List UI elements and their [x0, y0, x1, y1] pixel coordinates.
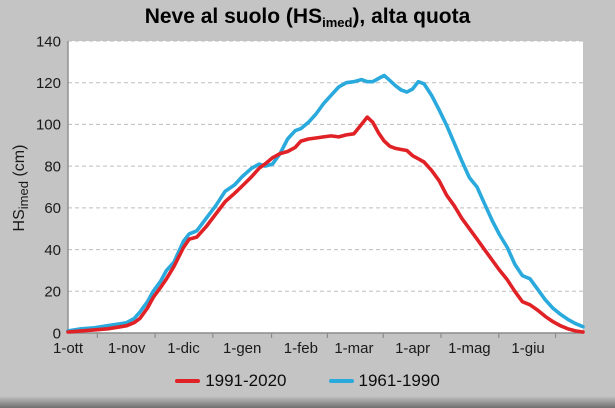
legend-swatch-red-line: [175, 379, 201, 383]
legend-item-1961-1990: 1961-1990: [328, 371, 440, 391]
y-axis-tick-label: 0: [53, 325, 61, 342]
x-axis-tick-label: 1-dic: [167, 340, 200, 357]
y-axis-tick-label: 60: [44, 200, 61, 217]
series-line-1961-1990: [66, 73, 585, 333]
x-axis-tick-label: 1-ott: [53, 340, 84, 357]
y-axis-tick-label: 80: [44, 158, 61, 175]
legend-label: 1991-2020: [205, 371, 287, 390]
x-axis-tick-label: 1-giu: [511, 340, 544, 357]
chart-title-subscript: imed: [322, 15, 353, 30]
x-axis-tick-label: 1-feb: [284, 340, 318, 357]
chart-title: Neve al suolo (HSimed), alta quota: [0, 5, 615, 30]
y-axis-tick-label: 20: [44, 284, 61, 301]
y-axis-tick-label: 120: [36, 75, 61, 92]
y-axis-tick-label: 40: [44, 242, 61, 259]
series-line-1991-2020: [66, 115, 585, 334]
x-axis-tick-label: 1-nov: [108, 340, 146, 357]
legend-item-1991-2020: 1991-2020: [175, 371, 287, 391]
chart-legend: 1991-2020 1961-1990: [0, 371, 615, 391]
x-axis-tick-label: 1-mag: [448, 340, 491, 357]
y-axis-tick-label: 140: [36, 33, 61, 50]
x-axis-tick-label: 1-gen: [223, 340, 261, 357]
window-bottom-edge: [0, 396, 615, 408]
legend-swatch-blue-line: [328, 379, 354, 383]
plot-area: [68, 41, 583, 333]
chart-title-text: Neve al suolo (HS: [144, 5, 323, 28]
x-axis-tick-label: 1-apr: [395, 340, 430, 357]
x-axis-tick-label: 1-mar: [334, 340, 373, 357]
chart-title-suffix: ), alta quota: [352, 5, 471, 28]
legend-label: 1961-1990: [358, 371, 440, 390]
y-axis-tick-label: 100: [36, 117, 61, 134]
